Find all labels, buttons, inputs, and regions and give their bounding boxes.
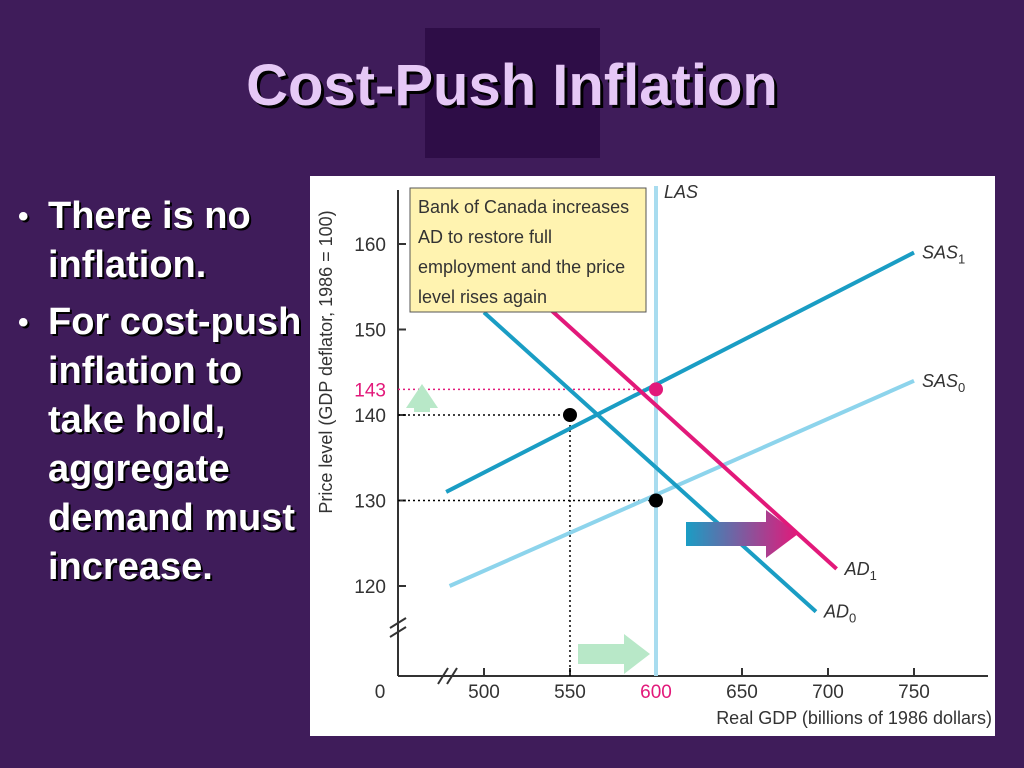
price-rise-arrow <box>406 384 438 412</box>
y-tick-label: 130 <box>354 492 386 513</box>
x-tick-label: 650 <box>726 682 758 703</box>
ad-as-chart: 120 130 140 150 160 143 500 550 600 650 700 750 0 Rea… <box>316 182 992 728</box>
y-tick-label: 160 <box>354 235 386 256</box>
x-tick-label: 700 <box>812 682 844 703</box>
sas1-line <box>445 250 915 494</box>
y-axis-label: Price level (GDP deflator, 1986 = 100) <box>316 210 336 513</box>
bullet-dot: • <box>18 200 29 233</box>
bullet-item: • There is no inflation. <box>16 192 306 290</box>
equilibrium-point <box>563 408 577 422</box>
annotation-text-line: AD to restore full <box>418 227 552 247</box>
chart-panel: 120 130 140 150 160 143 500 550 600 650 700 750 0 Rea… <box>310 176 995 736</box>
x-tick-label: 750 <box>898 682 930 703</box>
las-label: LAS <box>664 182 698 202</box>
bullet-text: For cost-push inflation to take hold, ag… <box>48 301 302 588</box>
y-tick-label: 140 <box>354 406 386 427</box>
x-axis-break-mark <box>446 667 458 685</box>
y-tick-label-highlight: 143 <box>354 380 386 401</box>
x-tick-label: 500 <box>468 682 500 703</box>
bullet-text: There is no inflation. <box>48 195 251 286</box>
y-axis-break-mark <box>389 626 407 638</box>
annotation-text-line: Bank of Canada increases <box>418 197 629 217</box>
sas1-label: SAS1 <box>922 243 965 267</box>
ad0-line <box>482 310 818 614</box>
x-tick-label: 550 <box>554 682 586 703</box>
slide-title: Cost-Push Inflation <box>246 53 778 118</box>
bullet-item: • For cost-push inflation to take hold, … <box>16 298 306 592</box>
ad1-label: AD1 <box>844 559 877 583</box>
y-axis-break-mark <box>389 617 407 629</box>
bullet-dot: • <box>18 306 29 339</box>
equilibrium-point <box>649 382 663 397</box>
sas0-line <box>448 378 915 588</box>
ad1-line <box>542 302 838 571</box>
title-backdrop <box>425 28 600 158</box>
y-tick-label: 120 <box>354 577 386 598</box>
annotation-text-line: level rises again <box>418 287 547 307</box>
x-axis-label: Real GDP (billions of 1986 dollars) <box>716 708 992 728</box>
origin-label: 0 <box>375 682 386 703</box>
ad-shift-arrow <box>686 510 798 558</box>
x-tick-label-highlight: 600 <box>640 682 672 703</box>
ad0-label: AD0 <box>823 602 856 626</box>
bullet-list: • There is no inflation. • For cost-push… <box>16 192 306 600</box>
annotation-text-line: employment and the price <box>418 257 625 277</box>
annotation-box <box>409 187 647 313</box>
y-tick-label: 150 <box>354 321 386 342</box>
gdp-restore-arrow <box>578 634 650 674</box>
sas0-label: SAS0 <box>922 371 965 395</box>
x-axis-break-mark <box>437 667 449 685</box>
equilibrium-point <box>649 493 663 508</box>
